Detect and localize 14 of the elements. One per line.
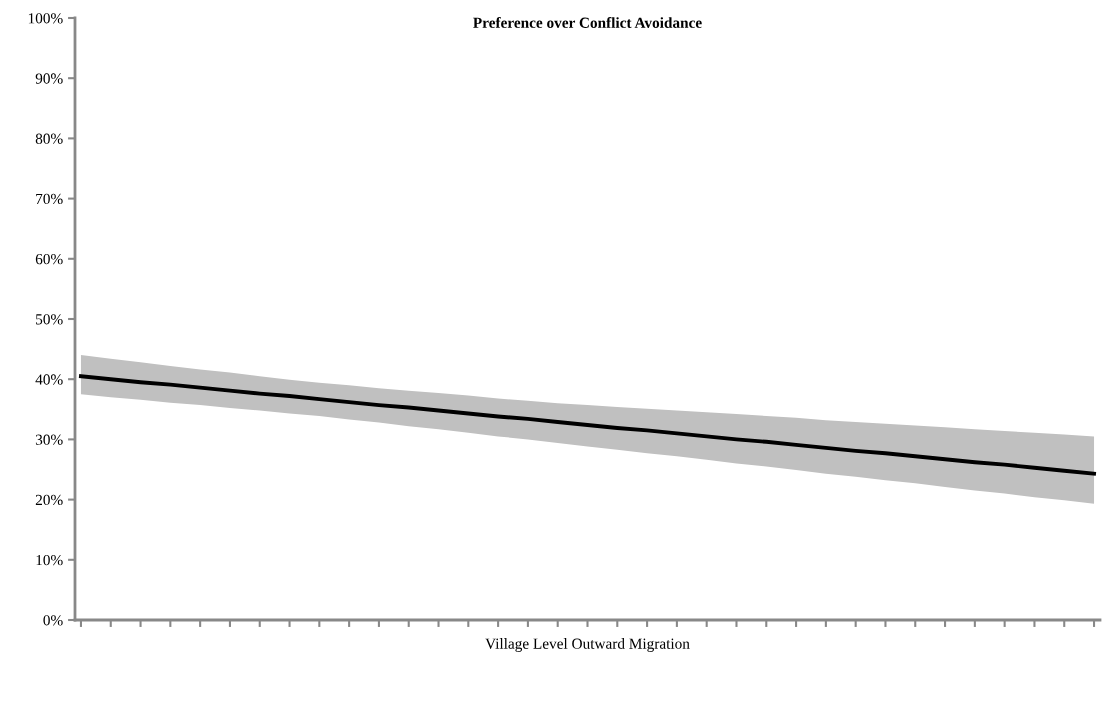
y-tick-label: 90%	[35, 73, 63, 84]
y-tick-label: 60%	[35, 253, 63, 265]
line-series	[79, 374, 1096, 476]
y-tick-label: 10%	[36, 554, 63, 566]
chart-title: Preference over Conflict Avoidance	[473, 16, 702, 28]
y-tick-label: 80%	[35, 133, 63, 144]
y-tick-label: 40%	[35, 374, 63, 385]
y-tick-label: 0%	[43, 615, 63, 626]
y-tick-label: 70%	[36, 193, 63, 205]
y-tick-label: 30%	[35, 434, 63, 445]
y-tick-label: 20%	[35, 494, 63, 506]
x-axis-title: Village Level Outward Migration	[485, 638, 690, 652]
y-tick-label: 50%	[36, 314, 63, 325]
y-tick-label: 100%	[28, 13, 63, 24]
